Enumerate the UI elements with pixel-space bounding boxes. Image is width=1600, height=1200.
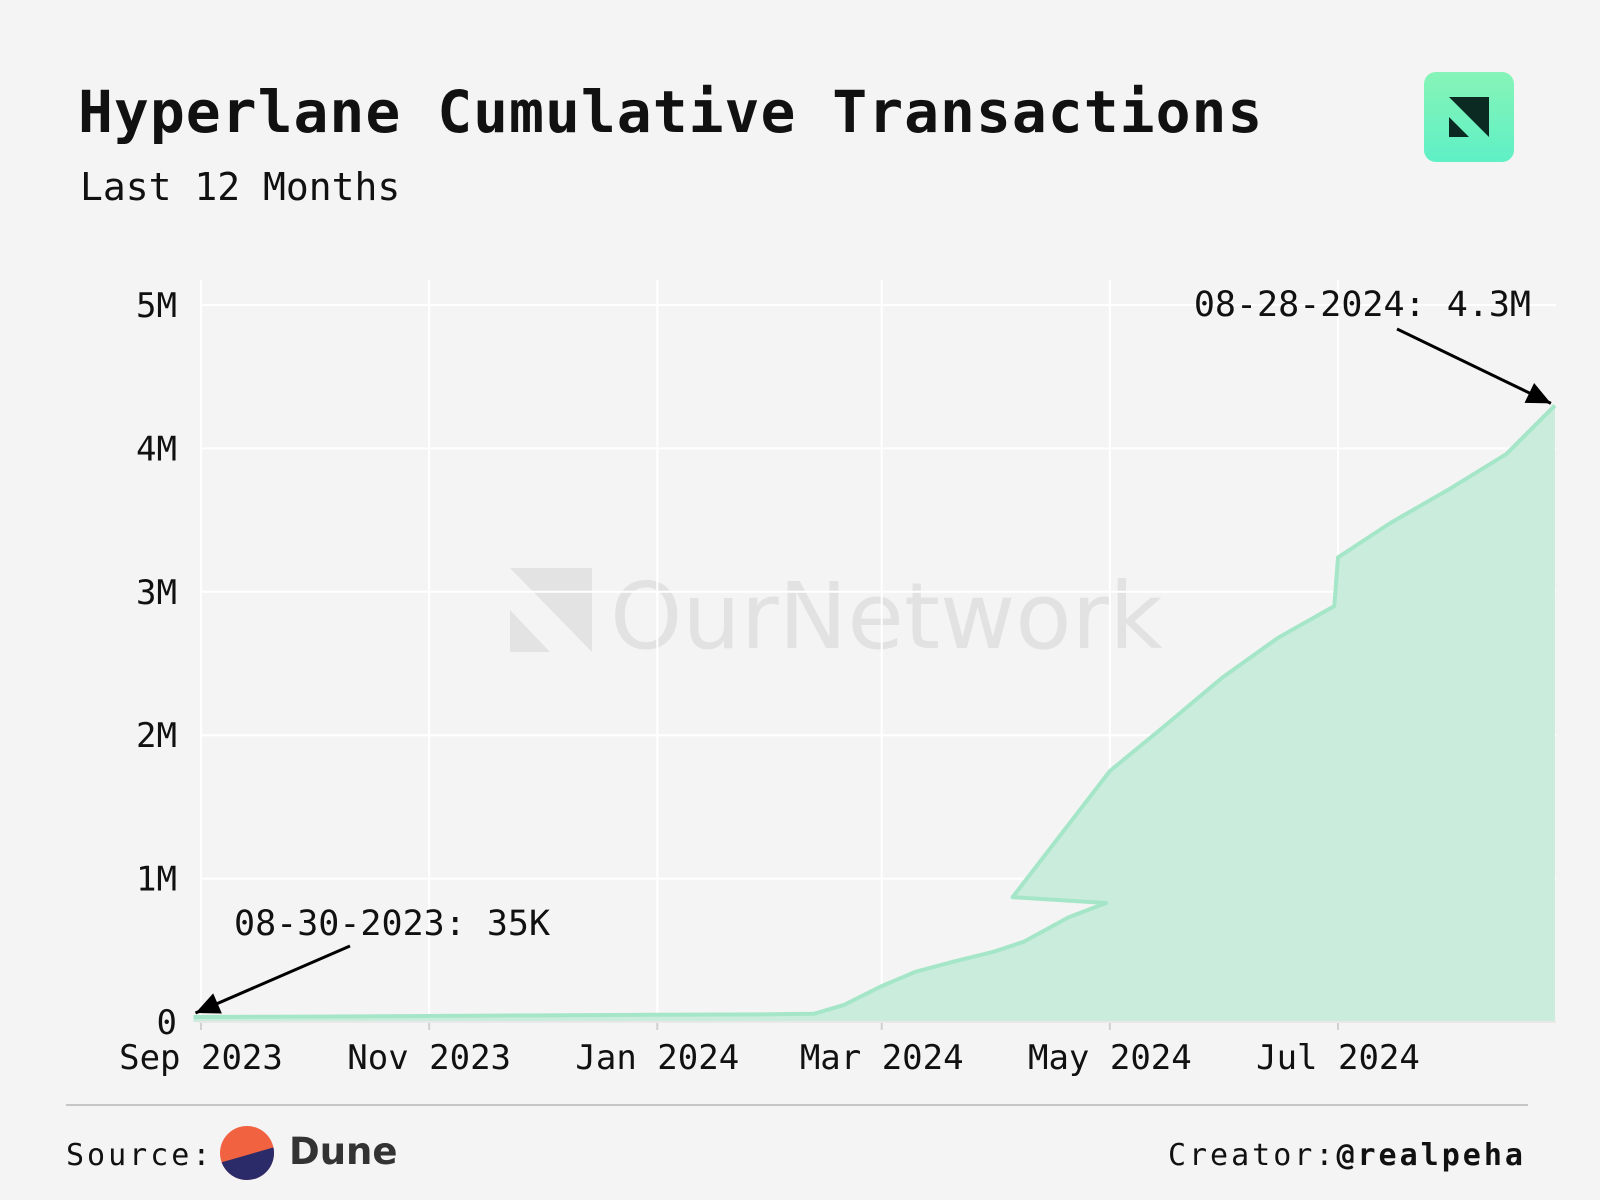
watermark: OurNetwork <box>510 563 1163 670</box>
y-tick-label: 0 <box>157 1003 177 1043</box>
footer-divider <box>66 1104 1528 1106</box>
series-area <box>193 403 1557 1022</box>
end-annotation-label: 08-28-2024: 4.3M <box>1194 285 1531 325</box>
dune-logo-icon <box>220 1126 274 1180</box>
x-tick-label: Mar 2024 <box>800 1038 964 1078</box>
start-annotation-arrow-line <box>194 944 351 1015</box>
y-tick-label: 1M <box>136 860 177 900</box>
x-tick-label: Nov 2023 <box>347 1038 511 1078</box>
y-tick-label: 2M <box>136 716 177 756</box>
y-tick-label: 4M <box>136 429 177 469</box>
creator-label: Creator: <box>1167 1138 1337 1173</box>
watermark-logo-corner-icon <box>510 610 550 652</box>
ournetwork-logo-icon <box>1424 72 1514 162</box>
axes: 0 1M 2M 3M 4M 5M Sep 2023 Nov 2023 Jan 2024 Mar 2… <box>119 286 1556 1078</box>
source-name[interactable]: Dune <box>289 1130 398 1173</box>
x-tick-label: Sep 2023 <box>119 1038 283 1078</box>
watermark-logo-icon <box>510 568 592 652</box>
chart-subtitle: Last 12 Months <box>80 165 401 209</box>
x-tick-label: Jul 2024 <box>1256 1038 1420 1078</box>
series-area-fill <box>193 405 1555 1022</box>
cumulative-transactions-chart: OurNetwork 0 1M 2M 3M 4M 5M Sep 2023 Nov 2023 Ja… <box>119 280 1557 1078</box>
y-tick-label: 5M <box>136 286 177 326</box>
start-annotation-arrowhead <box>195 993 222 1014</box>
chart-title: Hyperlane Cumulative Transactions <box>78 78 1264 146</box>
end-annotation-arrow-line <box>1396 327 1552 405</box>
x-tick-label: May 2024 <box>1028 1038 1192 1078</box>
end-annotation-arrowhead <box>1524 383 1551 404</box>
source-label: Source: <box>66 1138 214 1173</box>
series-line <box>193 403 1557 1019</box>
y-tick-label: 3M <box>136 573 177 613</box>
creator-handle[interactable]: @realpeha <box>1336 1138 1526 1173</box>
x-tick-label: Jan 2024 <box>575 1038 739 1078</box>
watermark-text: OurNetwork <box>610 563 1163 670</box>
start-annotation-label: 08-30-2023: 35K <box>234 904 550 944</box>
creator-credit: Creator:@realpeha <box>1168 1138 1526 1173</box>
annotations: 08-30-2023: 35K 08-28-2024: 4.3M <box>194 285 1552 1015</box>
